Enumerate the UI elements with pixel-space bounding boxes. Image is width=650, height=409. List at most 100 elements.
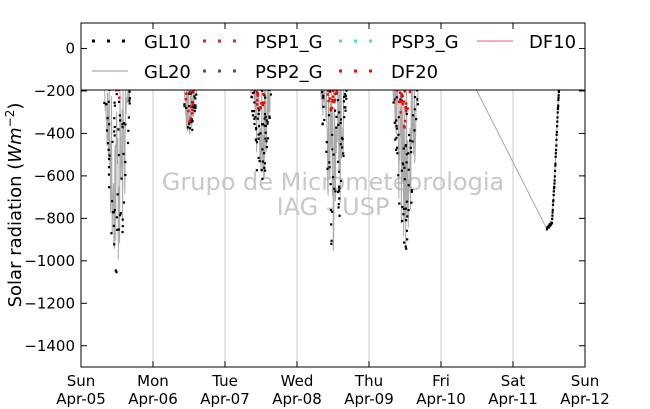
gl10-point [556,120,559,123]
legend-box [80,22,586,91]
gl10-point [253,101,256,104]
gl10-point [404,245,407,248]
gl10-point [114,269,117,272]
plot-frame [80,22,586,368]
gl10-point [554,148,558,152]
gl10-point [411,140,414,143]
gl10-point [556,116,559,119]
gl10-point [336,99,340,102]
df20-point [191,90,195,93]
df20-point [333,99,336,102]
gl10-point [339,118,343,121]
gl10-point [128,102,131,105]
x-axis: SunApr-05MonApr-06TueApr-07WedApr-08ThuA… [56,23,610,408]
gl10-point [397,174,400,177]
gl10-point [193,106,196,109]
gl10-point [396,146,399,149]
gl10-point [121,230,124,234]
gl10-point [405,200,409,203]
gl10-point [344,94,347,98]
gl10-point [345,89,348,92]
gl10-point [325,141,328,144]
gl10-point [257,125,261,128]
x-tick-label-day: Wed [281,372,314,390]
gl10-point [340,136,344,140]
gl10-point [331,210,334,213]
df20-point [328,97,332,100]
gl10-point [395,119,398,122]
gl10-point [405,112,408,116]
gl10-point [554,155,557,158]
gl10-point [264,131,267,134]
gl10-point [413,129,416,132]
gl10-point [327,114,331,117]
gl10-point [108,157,111,161]
gl10-point [121,126,124,129]
gl10-point [263,169,267,172]
gl10-point [416,98,419,101]
gl10-point [187,92,191,95]
gl10-point [127,116,131,119]
gl10-point [405,229,409,232]
gl10-point [120,177,123,180]
gl10-point [325,150,328,153]
gl10-point [117,153,120,157]
df20-point [191,108,194,111]
gl10-point [113,243,116,246]
df20-point [188,90,192,94]
gl10-point [395,127,399,130]
gl10-point [410,190,413,193]
gl10-point [322,105,325,108]
gl10-point [409,146,412,149]
x-tick-label-day: Sat [501,372,526,390]
y-axis-label-close: ) [5,103,26,110]
gl10-point [265,145,268,149]
gl10-point [393,121,396,124]
gl10-point [556,106,560,109]
gl10-point [322,94,325,97]
legend-marker-dot [369,39,372,43]
gl10-point [335,115,338,118]
gl10-point [122,152,125,156]
gl10-point [335,126,338,129]
gl10-point [117,128,120,131]
df20-point [326,93,330,96]
gl10-point [321,91,324,94]
gl10-point [341,137,344,141]
df20-point [255,91,259,94]
df20-point [263,101,266,104]
x-tick-label-date: Apr-09 [344,390,394,408]
gl10-point [343,93,347,96]
gl10-point [119,212,122,215]
gl10-point [128,97,131,100]
gl10-point [106,142,110,145]
gl10-point [552,199,555,202]
gl10-point [555,144,558,147]
gl10-point [119,119,122,122]
y-tick-label: −1400 [24,337,75,355]
legend-marker-dot [233,39,236,43]
gl10-point [263,166,266,169]
gl10-point [194,97,197,100]
df20-point [333,92,337,96]
gl10-point [557,98,560,102]
gl10-point [554,164,557,167]
gl10-point [410,201,413,204]
legend-marker-dot [122,39,125,43]
df20-point [333,100,336,104]
gl10-point [117,228,120,231]
y-axis-label-main: Solar radiation ( [5,163,26,308]
gl10-point [336,190,340,194]
gl10-point [265,119,268,122]
gl10-point [116,228,119,231]
gl10-point [338,214,341,217]
gl10-point [400,219,404,223]
gl10-point [194,104,197,107]
df20-point [402,100,406,103]
gl10-point [112,130,116,133]
gl10-point [103,101,106,105]
x-tick-label-day: Tue [211,372,238,390]
gl10-point [113,208,116,212]
legend-label: GL20 [144,62,191,83]
gl10-point [253,117,256,120]
